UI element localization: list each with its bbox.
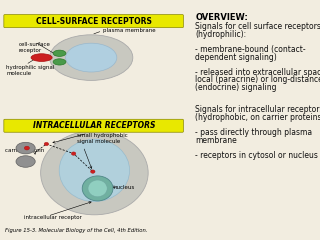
Ellipse shape xyxy=(44,142,49,146)
Ellipse shape xyxy=(53,50,66,56)
Ellipse shape xyxy=(50,35,133,80)
Text: (hydrophilic):: (hydrophilic): xyxy=(195,30,246,39)
Text: (hydrophobic, on carrier proteins):: (hydrophobic, on carrier proteins): xyxy=(195,113,320,122)
Text: hydrophilic signal
molecule: hydrophilic signal molecule xyxy=(6,65,55,76)
Text: - membrane-bound (contact-: - membrane-bound (contact- xyxy=(195,45,306,54)
Text: - receptors in cytosol or nucleus: - receptors in cytosol or nucleus xyxy=(195,151,318,160)
Ellipse shape xyxy=(88,180,107,197)
Ellipse shape xyxy=(31,54,52,61)
Ellipse shape xyxy=(66,43,117,72)
Ellipse shape xyxy=(16,142,35,154)
Text: OVERVIEW:: OVERVIEW: xyxy=(195,13,248,22)
Text: cell-surface
receptor: cell-surface receptor xyxy=(19,42,51,53)
FancyBboxPatch shape xyxy=(4,15,183,28)
Text: membrane: membrane xyxy=(195,136,237,145)
Ellipse shape xyxy=(16,156,35,167)
Text: CELL-SURFACE RECEPTORS: CELL-SURFACE RECEPTORS xyxy=(36,17,152,26)
Ellipse shape xyxy=(24,146,29,150)
Text: dependent signaling): dependent signaling) xyxy=(195,53,277,61)
Text: (endocrine) signaling: (endocrine) signaling xyxy=(195,83,277,92)
Ellipse shape xyxy=(53,59,66,65)
Ellipse shape xyxy=(82,176,113,201)
Text: INTRACELLULAR RECEPTORS: INTRACELLULAR RECEPTORS xyxy=(33,121,155,130)
Text: nucleus: nucleus xyxy=(114,185,135,190)
Text: small hydrophobic
signal molecule: small hydrophobic signal molecule xyxy=(77,133,128,144)
Text: plasma membrane: plasma membrane xyxy=(103,28,156,33)
Ellipse shape xyxy=(59,139,130,202)
Text: Signals for intracellular receptors: Signals for intracellular receptors xyxy=(195,105,320,114)
Ellipse shape xyxy=(71,152,76,155)
Text: carrier protein: carrier protein xyxy=(5,148,44,153)
Ellipse shape xyxy=(41,131,148,215)
FancyBboxPatch shape xyxy=(4,119,183,132)
Text: - pass directly through plasma: - pass directly through plasma xyxy=(195,128,312,137)
Text: Figure 15-3. Molecular Biology of the Cell, 4th Edition.: Figure 15-3. Molecular Biology of the Ce… xyxy=(5,228,147,233)
Ellipse shape xyxy=(91,170,95,173)
Text: local (paracrine) or long-distance: local (paracrine) or long-distance xyxy=(195,75,320,84)
Text: - released into extracellular space -: - released into extracellular space - xyxy=(195,68,320,77)
Text: Signals for cell surface receptors: Signals for cell surface receptors xyxy=(195,22,320,31)
Text: intracellular receptor: intracellular receptor xyxy=(24,216,82,220)
